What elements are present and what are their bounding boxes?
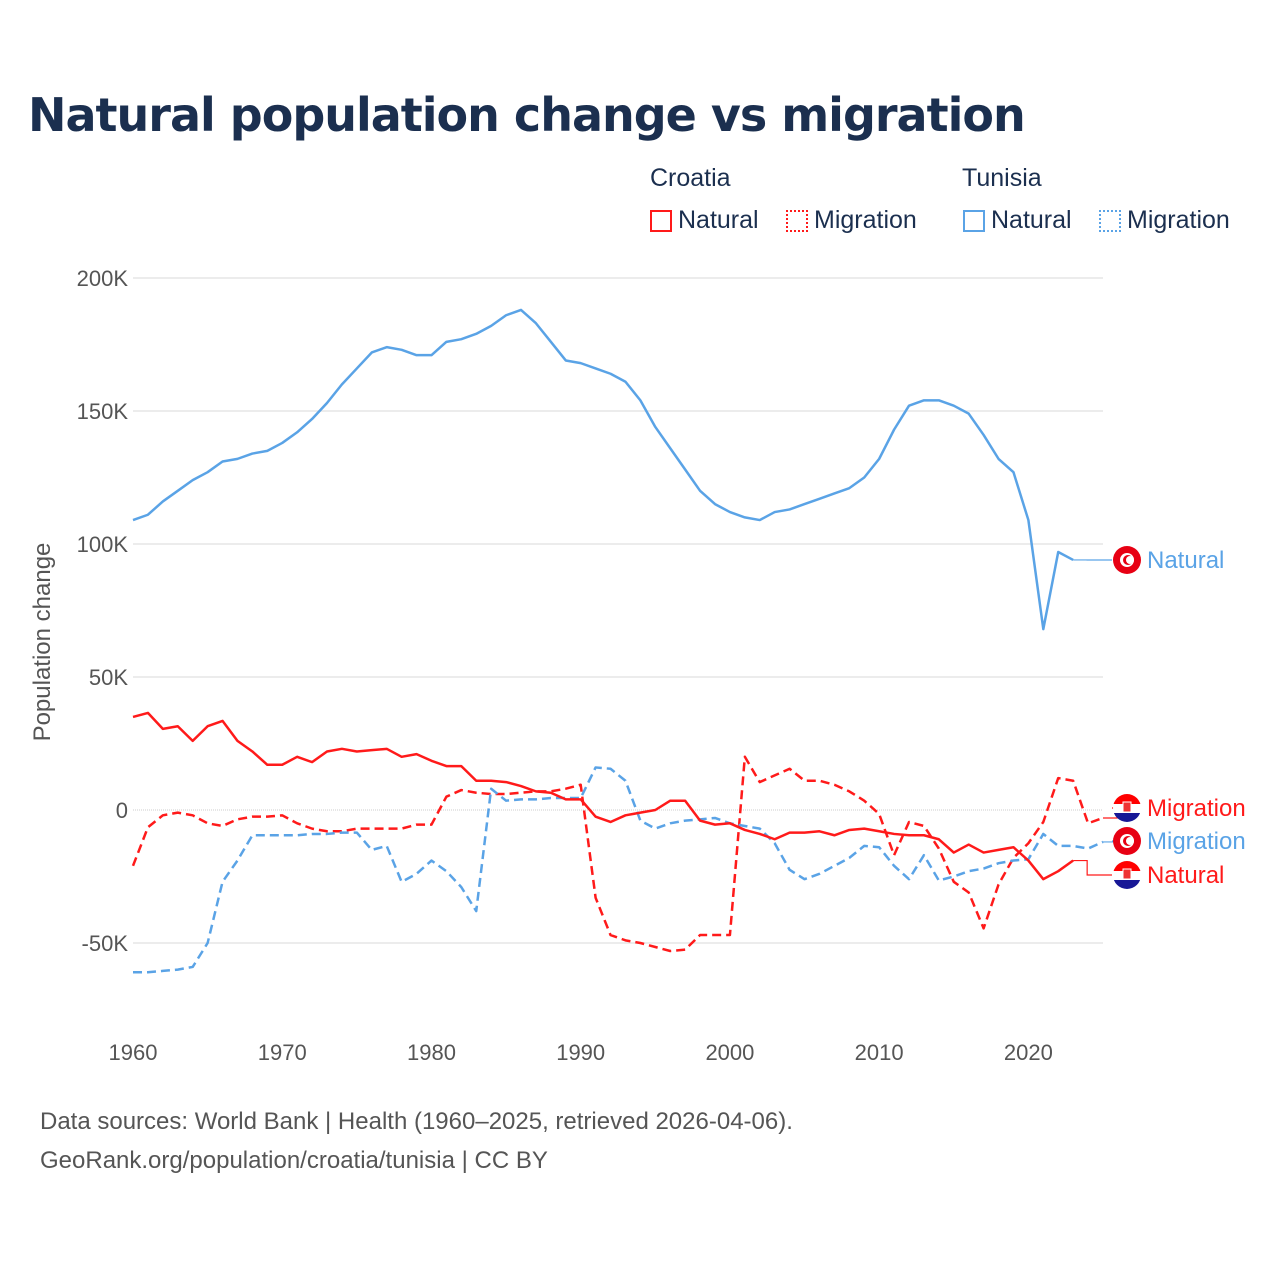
series-end-label: Natural — [1147, 862, 1224, 889]
x-tick-label: 1990 — [556, 1040, 605, 1065]
solid-swatch-icon — [650, 209, 672, 232]
flag-crescent-cut — [1126, 556, 1134, 564]
flag-red — [1113, 794, 1141, 804]
series-end-label: Natural — [1147, 547, 1224, 574]
legend-label: Migration — [1127, 206, 1230, 234]
series-end-label: Migration — [1147, 795, 1246, 822]
legend-group-croatia: Croatia — [650, 164, 731, 192]
tunisia-flag-icon — [1113, 827, 1141, 855]
tunisia-flag-icon — [1113, 546, 1141, 574]
flag-shield — [1122, 868, 1132, 880]
legend-label: Natural — [678, 206, 759, 234]
y-tick-label: 100K — [77, 532, 129, 557]
x-tick-label: 1970 — [258, 1040, 307, 1065]
label-connector — [1073, 859, 1112, 876]
solid-swatch-icon — [963, 209, 985, 232]
y-tick-label: 150K — [77, 399, 129, 424]
y-tick-label: 200K — [77, 266, 129, 291]
y-tick-label: 50K — [89, 665, 128, 690]
series-line-croatia-migration — [131, 755, 1104, 953]
y-tick-label: -50K — [82, 931, 129, 956]
series-end-label: Migration — [1147, 828, 1246, 855]
series-line-tunisia-natural — [132, 308, 1074, 631]
series-line-croatia-natural — [132, 711, 1074, 881]
x-tick-label: 2000 — [705, 1040, 754, 1065]
source-note: Data sources: World Bank | Health (1960–… — [40, 1108, 793, 1135]
flag-blue — [1113, 813, 1141, 822]
x-tick-label: 2020 — [1004, 1040, 1053, 1065]
flag-blue — [1113, 880, 1141, 889]
legend-label: Natural — [991, 206, 1072, 234]
dotted-swatch-icon — [1099, 209, 1121, 232]
dotted-swatch-icon — [786, 209, 808, 232]
chart-title: Natural population change vs migration — [28, 88, 1026, 142]
x-tick-label: 1960 — [109, 1040, 158, 1065]
flag-crescent-cut — [1126, 837, 1134, 845]
legend-group-tunisia: Tunisia — [962, 164, 1042, 192]
legend-tunisia-natural[interactable]: Natural — [963, 206, 1072, 235]
y-axis-label: Population change — [29, 543, 56, 742]
legend-label: Migration — [814, 206, 917, 234]
croatia-flag-icon — [1113, 861, 1141, 889]
y-tick-label: 0 — [116, 798, 128, 823]
legend-tunisia-migration[interactable]: Migration — [1099, 206, 1230, 235]
flag-shield — [1122, 801, 1132, 813]
legend-croatia-migration[interactable]: Migration — [786, 206, 917, 235]
x-tick-label: 1980 — [407, 1040, 456, 1065]
flag-red — [1113, 861, 1141, 871]
legend-croatia-natural[interactable]: Natural — [650, 206, 759, 235]
source-url[interactable]: GeoRank.org/population/croatia/tunisia |… — [40, 1147, 548, 1174]
x-tick-label: 2010 — [855, 1040, 904, 1065]
croatia-flag-icon — [1113, 794, 1141, 822]
series-line-tunisia-migration — [133, 766, 1104, 974]
